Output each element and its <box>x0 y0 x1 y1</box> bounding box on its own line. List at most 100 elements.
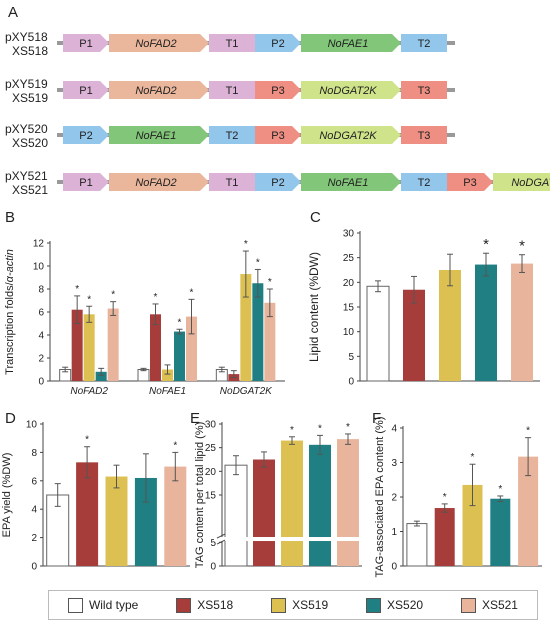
legend-item-xs521: XS521 <box>460 597 518 613</box>
y-tick-label: 30 <box>205 420 217 431</box>
bar <box>366 285 390 382</box>
bar <box>105 476 128 566</box>
gene-label: NoFAD2 <box>135 38 176 50</box>
y-tick-label: 0 <box>210 562 216 573</box>
bar <box>186 316 197 381</box>
bar <box>164 466 187 566</box>
bar <box>518 456 539 566</box>
bar <box>403 289 425 381</box>
promoter-label: P3 <box>271 130 284 142</box>
significance-star: * <box>318 423 322 434</box>
significance-star: * <box>190 287 194 298</box>
bar <box>162 369 173 381</box>
y-tick-label: 8 <box>38 285 44 296</box>
bar <box>475 264 497 381</box>
significance-star: * <box>471 452 475 463</box>
y-tick-label: 4 <box>31 505 37 516</box>
gene-arrow <box>109 34 209 52</box>
y-tick-label: 20 <box>205 467 217 478</box>
significance-star: * <box>483 236 489 253</box>
bar <box>134 477 157 566</box>
x-tick-label: NoDGAT2K <box>220 386 273 397</box>
y-tick-label: 4 <box>38 331 44 342</box>
plasmid-label: pXY521 <box>5 169 48 183</box>
axis-break-mark <box>216 533 226 539</box>
bar <box>107 308 119 381</box>
panel-label-e: E <box>190 410 200 427</box>
terminator-block <box>401 81 447 99</box>
y-axis-label: EPA yield (%DW) <box>1 453 13 538</box>
promoter-arrow <box>255 126 301 144</box>
significance-star: * <box>75 284 79 295</box>
bar <box>224 464 248 567</box>
bar <box>281 440 303 566</box>
promoter-arrow <box>63 126 109 144</box>
y-tick-label: 2 <box>38 354 44 365</box>
gene-arrow <box>109 126 209 144</box>
axis-break-mark <box>216 539 226 545</box>
panel-label-f: F <box>372 410 381 427</box>
terminator-block <box>401 126 447 144</box>
legend-label: XS519 <box>292 598 329 612</box>
gene-label: NoFAD2 <box>135 177 176 189</box>
y-tick-label: 6 <box>31 476 37 487</box>
gene-label: NoDGAT2K <box>319 85 377 97</box>
bar <box>462 484 483 566</box>
legend-label: XS518 <box>197 598 234 612</box>
gene-label: NoFAD2 <box>135 85 176 97</box>
panel-label-d: D <box>5 410 16 427</box>
gene-label: NoFAE1 <box>136 130 177 142</box>
promoter-arrow <box>63 34 109 52</box>
terminator-label: T2 <box>418 38 431 50</box>
y-tick-label: 3 <box>391 458 397 469</box>
x-tick-label: NoFAD2 <box>70 386 108 397</box>
significance-star: * <box>87 294 91 305</box>
y-tick-label: 15 <box>205 491 217 502</box>
strain-label: XS518 <box>12 44 48 58</box>
panel-label-c: C <box>310 209 321 226</box>
promoter-label: P2 <box>271 38 284 50</box>
significance-star: * <box>244 239 248 250</box>
y-tick-label: 0 <box>391 562 397 573</box>
gene-label: NoDGAT2K <box>319 130 377 142</box>
y-tick-label: 5 <box>348 352 354 363</box>
plasmid-label: pXY518 <box>5 30 48 44</box>
significance-star: * <box>519 238 525 255</box>
bar <box>264 302 276 381</box>
promoter-label: P1 <box>79 85 92 97</box>
promoter-arrow <box>255 173 301 191</box>
bar <box>95 371 107 381</box>
legend-item-xs519: XS519 <box>271 597 329 613</box>
bar <box>253 459 275 566</box>
y-tick-label: 25 <box>343 253 355 264</box>
strain-label: XS519 <box>12 91 48 105</box>
legend-label: XS521 <box>481 598 518 612</box>
gene-arrow <box>109 81 209 99</box>
y-tick-label: 15 <box>343 303 355 314</box>
significance-star: * <box>111 290 115 301</box>
terminator-block <box>209 126 255 144</box>
bar <box>309 444 331 566</box>
y-tick-label: 2 <box>31 533 37 544</box>
y-axis-label: Lipid content (%DW) <box>307 252 321 362</box>
terminator-label: T2 <box>418 177 431 189</box>
legend-swatch <box>366 597 382 613</box>
promoter-label: P2 <box>79 130 92 142</box>
bar <box>439 270 461 381</box>
terminator-block <box>209 34 255 52</box>
gene-arrow <box>301 173 401 191</box>
gene-label: NoFAE1 <box>328 38 369 50</box>
promoter-arrow <box>255 81 301 99</box>
terminator-label: T3 <box>418 85 431 97</box>
y-tick-label: 10 <box>343 327 355 338</box>
significance-star: * <box>346 422 350 433</box>
plasmid-label: pXY520 <box>5 122 48 136</box>
significance-star: * <box>173 440 177 451</box>
panel-label-a: A <box>8 4 18 21</box>
bar <box>150 314 161 381</box>
chart-b: B 0 2 4 6 8 10 12 Transcription folds/α-actin * * *… <box>4 209 285 397</box>
